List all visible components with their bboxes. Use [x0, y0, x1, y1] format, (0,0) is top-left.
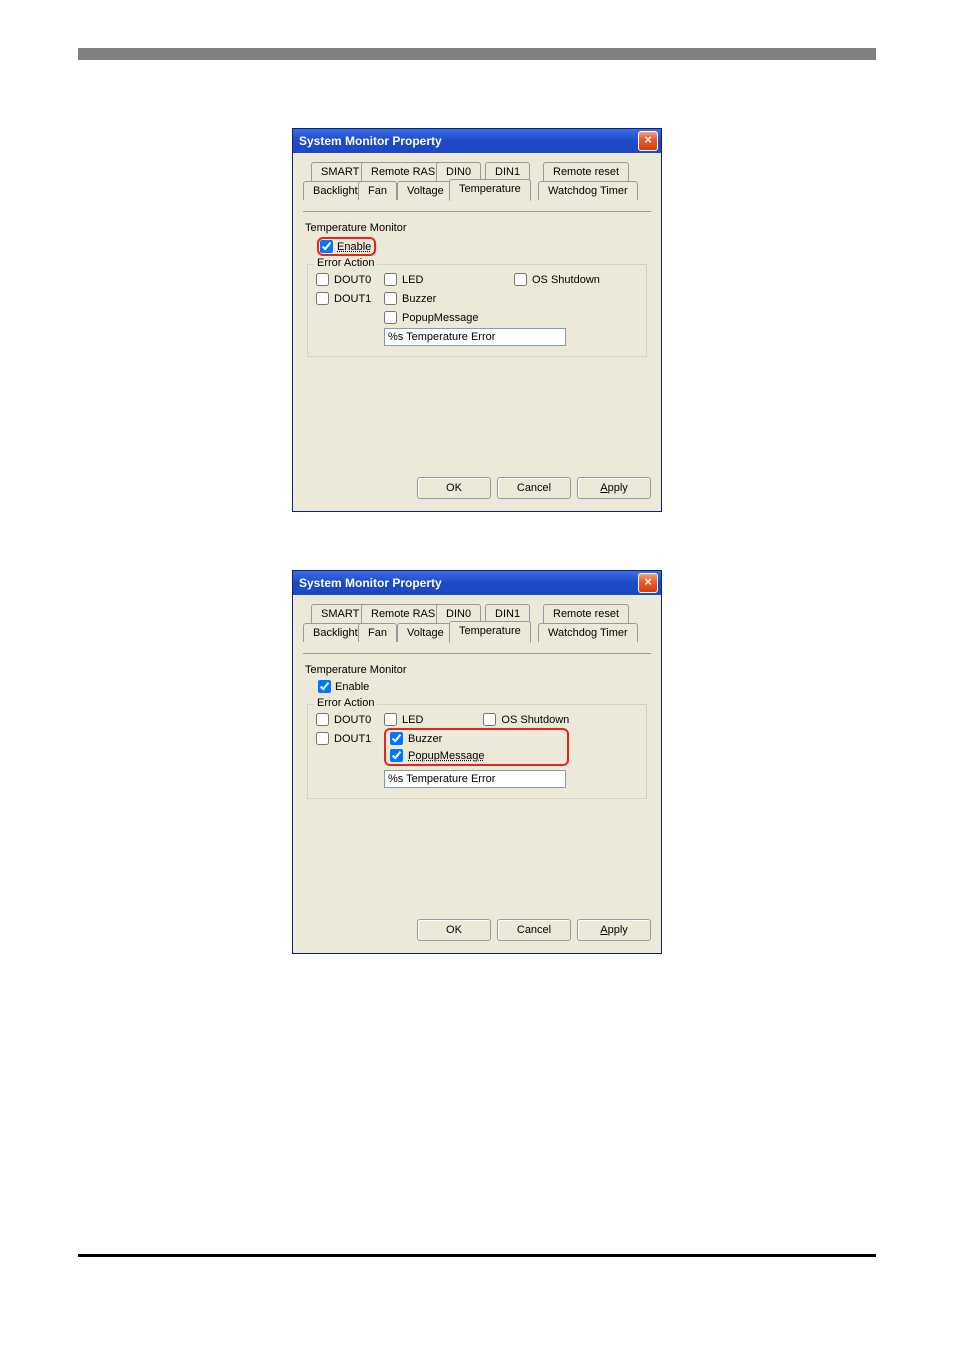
dout0-checkbox[interactable]: DOUT0 — [316, 273, 384, 286]
dialog-2: System Monitor Property × SMART Remote R… — [292, 570, 662, 954]
dout1-checkbox[interactable]: DOUT1 — [316, 292, 384, 305]
tab-watchdog-timer[interactable]: Watchdog Timer — [538, 181, 638, 200]
led-checkbox[interactable]: LED — [384, 713, 423, 726]
dialog-buttons: OK Cancel Apply — [303, 477, 651, 499]
buzzer-checkbox[interactable]: Buzzer — [390, 732, 563, 745]
titlebar: System Monitor Property × — [293, 128, 661, 153]
os-shutdown-checkbox[interactable]: OS Shutdown — [483, 713, 569, 726]
popup-message-input[interactable] — [384, 328, 566, 346]
tab-remote-ras[interactable]: Remote RAS — [361, 604, 445, 623]
tab-remote-reset[interactable]: Remote reset — [543, 604, 629, 623]
enable-row: Enable — [317, 679, 372, 694]
error-action-group: Error Action DOUT0 LED OS Shutdown DOUT1… — [307, 264, 647, 357]
tab-content: Temperature Monitor Enable Error Action … — [303, 653, 651, 909]
titlebar: System Monitor Property × — [293, 570, 661, 595]
ok-button[interactable]: OK — [417, 477, 491, 499]
os-shutdown-checkbox[interactable]: OS Shutdown — [514, 273, 634, 286]
tab-voltage[interactable]: Voltage — [397, 181, 454, 200]
tab-fan[interactable]: Fan — [358, 181, 397, 200]
dout0-checkbox[interactable]: DOUT0 — [316, 713, 384, 726]
error-action-legend: Error Action — [314, 697, 377, 709]
popup-message-field-wrap — [384, 328, 566, 346]
enable-checkbox[interactable] — [320, 240, 333, 253]
tab-remote-ras[interactable]: Remote RAS — [361, 162, 445, 181]
error-action-group: Error Action DOUT0 DOUT1 LED OS Shutdown — [307, 704, 647, 799]
popup-message-field-wrap — [384, 770, 566, 788]
apply-button[interactable]: Apply — [577, 919, 651, 941]
tab-temperature[interactable]: Temperature — [449, 179, 531, 201]
close-icon[interactable]: × — [638, 131, 658, 151]
dialog-1: System Monitor Property × SMART Remote R… — [292, 128, 662, 512]
popup-message-input[interactable] — [384, 770, 566, 788]
dout1-checkbox[interactable]: DOUT1 — [316, 732, 384, 745]
enable-label: Enable — [335, 681, 369, 693]
apply-button[interactable]: Apply — [577, 477, 651, 499]
cancel-button[interactable]: Cancel — [497, 919, 571, 941]
tab-watchdog-timer[interactable]: Watchdog Timer — [538, 623, 638, 642]
popup-checkbox[interactable]: PopupMessage — [390, 749, 563, 762]
led-checkbox[interactable]: LED — [384, 273, 514, 286]
buzzer-checkbox[interactable]: Buzzer — [384, 292, 514, 305]
window-title: System Monitor Property — [299, 576, 442, 590]
tab-strip: SMART Remote RAS DIN0 DIN1 Remote reset … — [303, 604, 651, 644]
tab-content: Temperature Monitor Enable Error Action … — [303, 211, 651, 467]
popup-checkbox[interactable]: PopupMessage — [384, 311, 514, 324]
enable-highlight: Enable — [317, 237, 376, 256]
enable-checkbox[interactable] — [318, 680, 331, 693]
tab-fan[interactable]: Fan — [358, 623, 397, 642]
enable-label: Enable — [337, 241, 371, 253]
page-header-bar — [78, 48, 876, 60]
tab-voltage[interactable]: Voltage — [397, 623, 454, 642]
window-title: System Monitor Property — [299, 134, 442, 148]
cancel-button[interactable]: Cancel — [497, 477, 571, 499]
dialog-buttons: OK Cancel Apply — [303, 919, 651, 941]
error-action-legend: Error Action — [314, 257, 377, 269]
page-footer-rule — [78, 1254, 876, 1257]
temperature-monitor-label: Temperature Monitor — [305, 222, 651, 234]
temperature-monitor-label: Temperature Monitor — [305, 664, 651, 676]
buzzer-popup-highlight: Buzzer PopupMessage — [384, 728, 569, 766]
close-icon[interactable]: × — [638, 573, 658, 593]
ok-button[interactable]: OK — [417, 919, 491, 941]
tab-temperature[interactable]: Temperature — [449, 621, 531, 643]
tab-strip: SMART Remote RAS DIN0 DIN1 Remote reset … — [303, 162, 651, 202]
tab-remote-reset[interactable]: Remote reset — [543, 162, 629, 181]
